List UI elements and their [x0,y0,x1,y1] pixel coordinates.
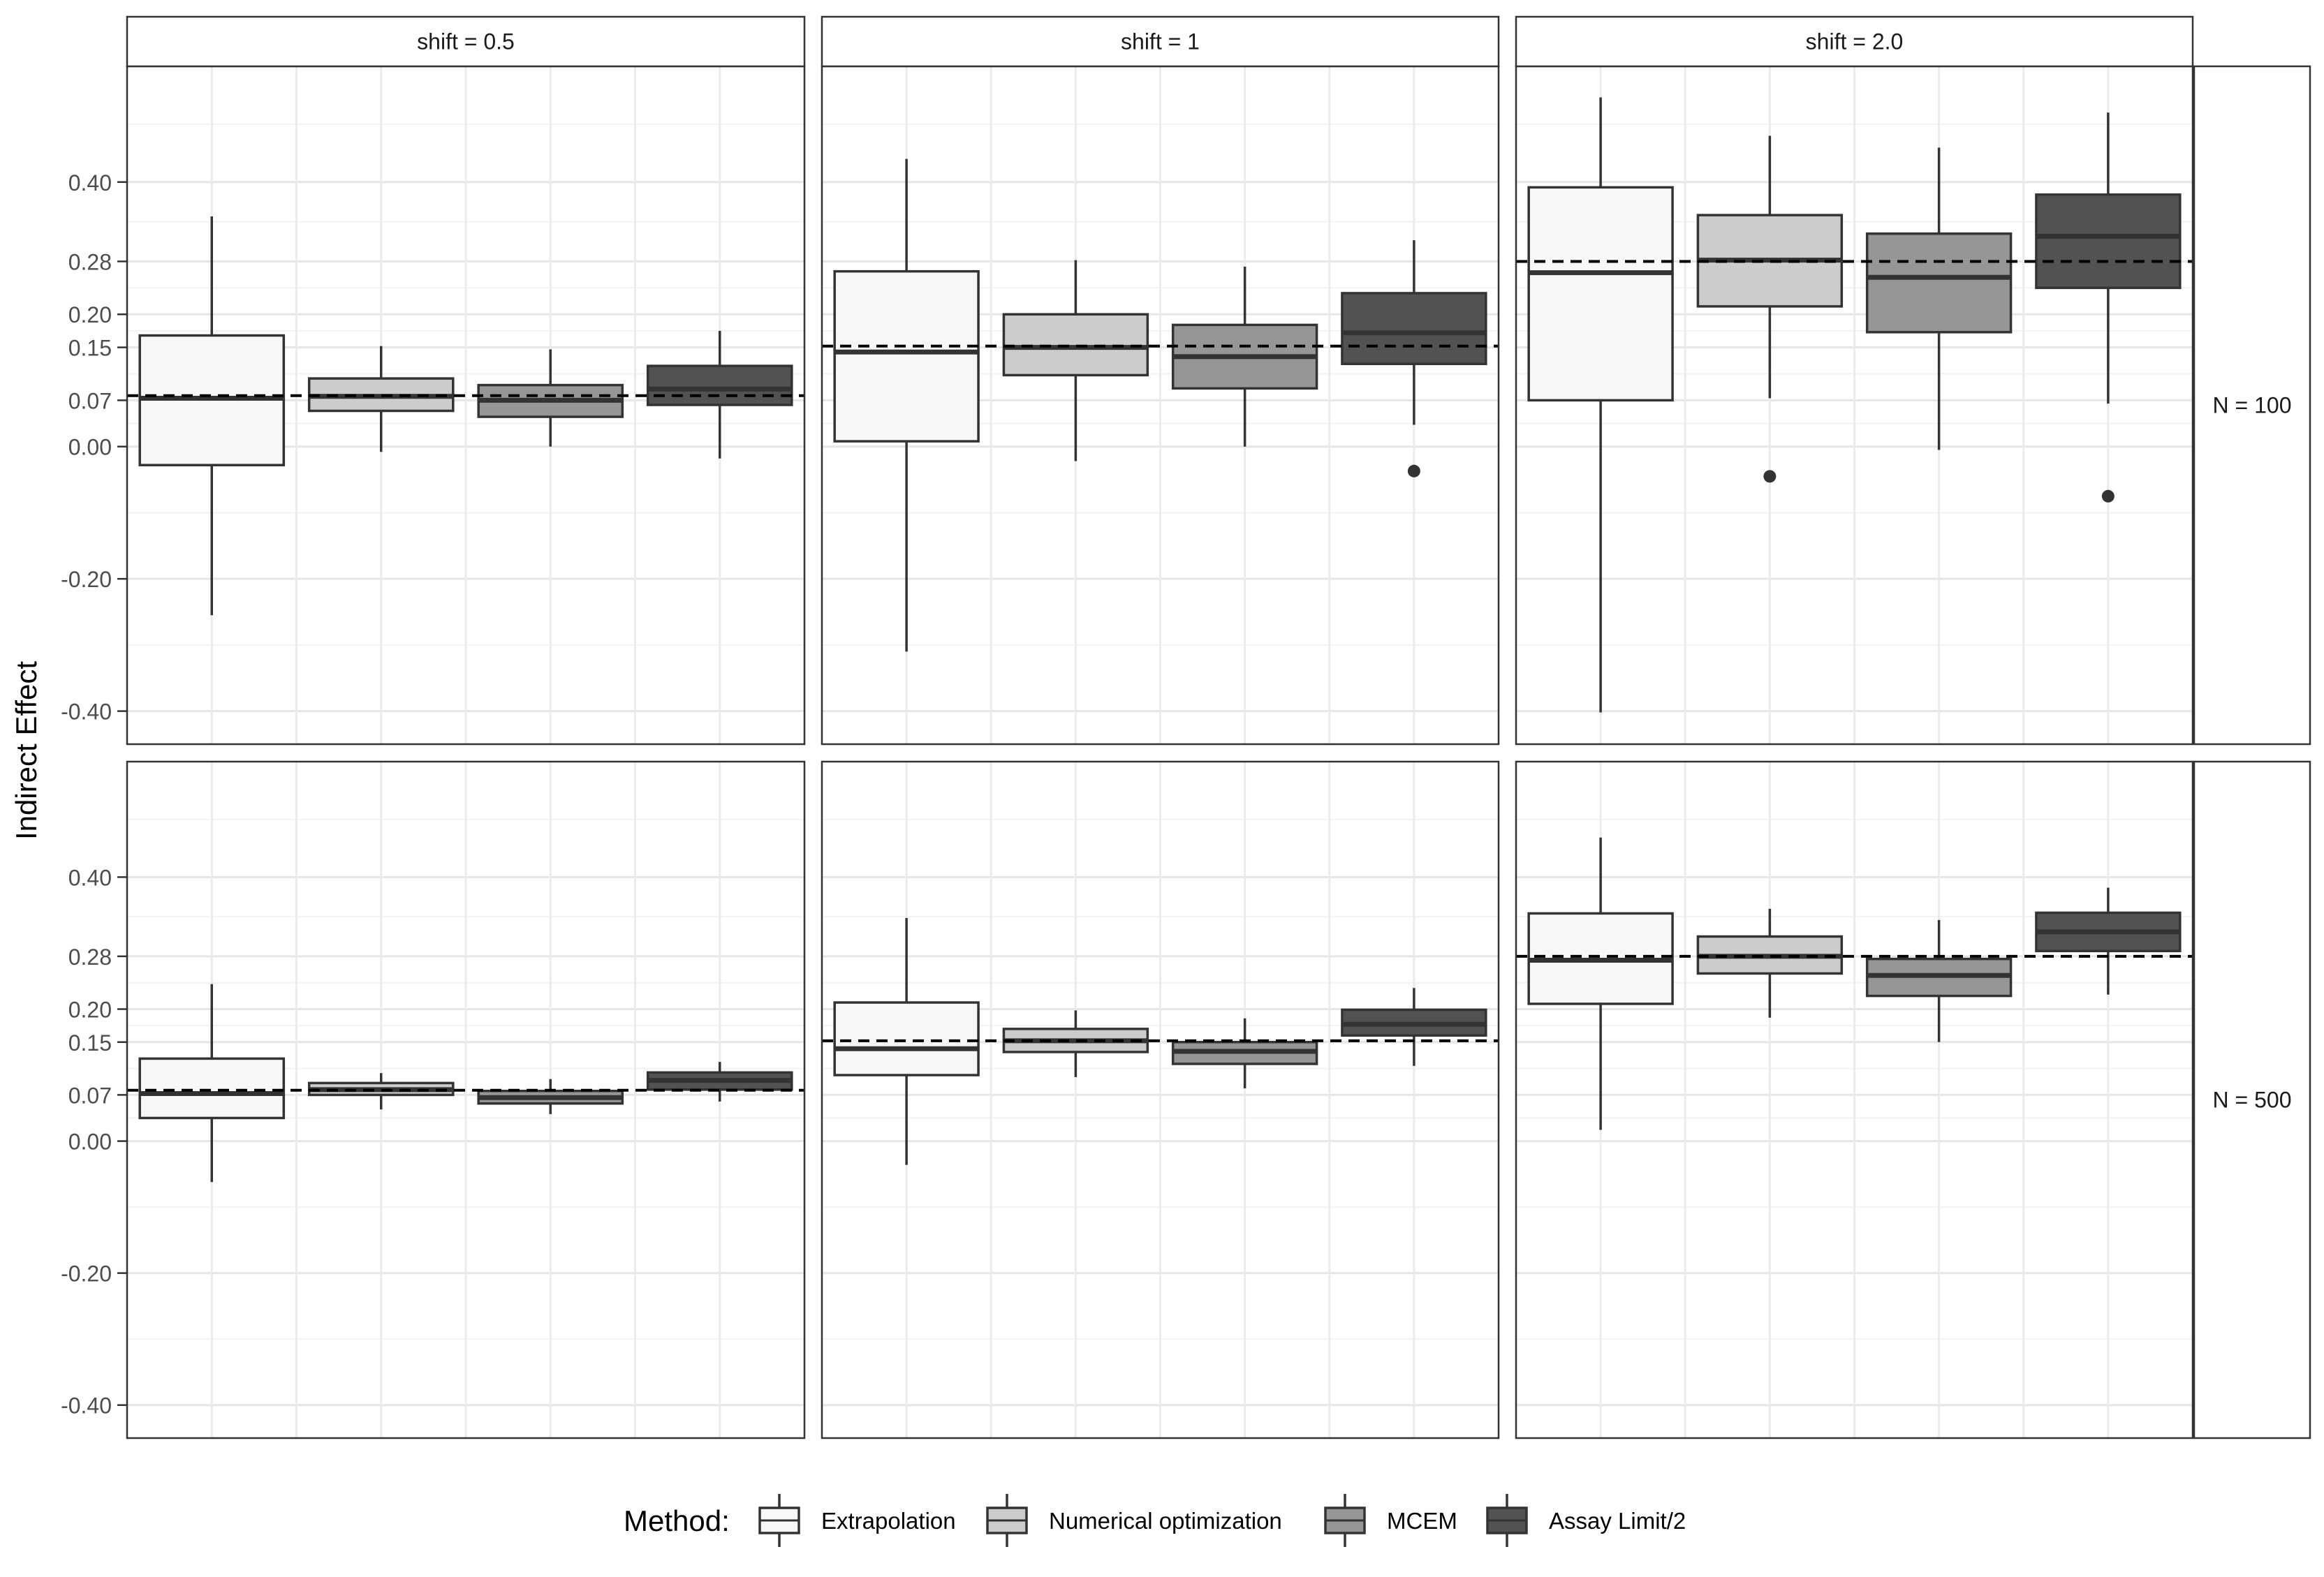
y-tick-label: 0.00 [68,1130,112,1155]
panels-layer [126,65,2194,1439]
y-tick-label: 0.40 [68,865,112,890]
box-extrapolation [833,918,980,1165]
panel-shift-2-0-n-100 [1515,65,2194,746]
facet-strip-label: shift = 0.5 [417,29,515,54]
panel-border [1515,760,2194,1439]
legend-entry-label: Extrapolation [821,1508,956,1534]
legend-title: Method: [624,1504,730,1537]
panel-shift-0-5-n-100 [126,65,806,746]
y-tick-label: 0.07 [68,388,112,413]
y-tick-label: -0.40 [61,699,112,725]
box-numerical-optimization [307,346,455,452]
box-mcem [1171,267,1318,447]
box-assay-limit-2 [646,330,793,459]
box-iqr [833,269,980,443]
box-mcem [1865,147,2013,450]
legend-entry-extrapolation: Extrapolation [758,1494,956,1547]
y-tick-label: 0.20 [68,302,112,327]
box-mcem [477,1079,624,1114]
box-mcem [1171,1018,1318,1088]
facet-strip-label: shift = 2.0 [1806,29,1904,54]
box-extrapolation [1527,837,1674,1130]
box-iqr [1527,186,1674,402]
y-tick-label: 0.00 [68,435,112,460]
y-axis-layer: -0.40 -0.20 0.00 0.07 0.15 0.20 0.28 0.40 -0.40 -… [61,170,127,1419]
box-assay-limit-2 [646,1062,793,1102]
y-tick-label: 0.15 [68,1030,112,1056]
facet-strips-layer: shift = 0.5 shift = 1 shift = 2.0 N = 100 N … [126,15,2311,1439]
facet-strip-column [1515,15,2194,68]
legend: Method: Extrapolation Numerical optimizati… [624,1494,1686,1547]
facet-strip-row [2193,65,2311,746]
y-tick-label: 0.28 [68,249,112,274]
y-axis-title: Indirect Effect [10,661,43,840]
legend-entry-label: Numerical optimization [1049,1508,1282,1534]
box-iqr [2035,193,2182,290]
facet-strip-column [821,15,1500,68]
box-iqr [1341,292,1487,366]
box-extrapolation [138,216,286,616]
y-tick-label: 0.15 [68,336,112,361]
y-tick-label: 0.40 [68,170,112,195]
facet-strip-label: N = 500 [2213,1088,2292,1113]
panel-shift-0-5-n-500 [126,760,806,1439]
box-iqr [1865,232,2013,334]
y-tick-label: 0.20 [68,998,112,1023]
box-assay-limit-2 [2035,887,2182,995]
facet-strip-row [2193,760,2311,1439]
y-tick-label: 0.07 [68,1083,112,1108]
box-mcem [477,349,624,447]
y-tick-label: -0.20 [61,567,112,592]
box-assay-limit-2 [2035,112,2182,503]
box-extrapolation [138,984,286,1183]
outlier-point [2101,489,2115,503]
panel-shift-1-n-100 [821,65,1500,746]
legend-entry-assay-limit-2: Assay Limit/2 [1486,1494,1686,1547]
facet-strip-column [126,15,806,68]
panel-shift-2-0-n-500 [1515,760,2194,1439]
box-extrapolation [1527,97,1674,713]
legend-entry-mcem: MCEM [1324,1494,1457,1547]
box-extrapolation [833,158,980,652]
box-iqr [646,364,793,406]
legend-entry-label: MCEM [1387,1508,1457,1534]
box-assay-limit-2 [1341,240,1487,477]
box-mcem [1865,919,2013,1042]
panel-border [821,760,1500,1439]
panel-shift-1-n-500 [821,760,1500,1439]
box-iqr [138,1057,286,1120]
box-iqr [833,1001,980,1076]
facet-strip-label: N = 100 [2213,393,2292,418]
y-tick-label: -0.20 [61,1261,112,1287]
outlier-point [1407,464,1420,477]
legend-entry-numerical-optimization: Numerical optimization [986,1494,1282,1547]
panel-border [126,760,806,1439]
y-tick-label: -0.40 [61,1393,112,1419]
y-tick-label: 0.28 [68,945,112,970]
legend-entry-label: Assay Limit/2 [1549,1508,1686,1534]
outlier-point [1763,470,1777,483]
facet-strip-label: shift = 1 [1121,29,1200,54]
